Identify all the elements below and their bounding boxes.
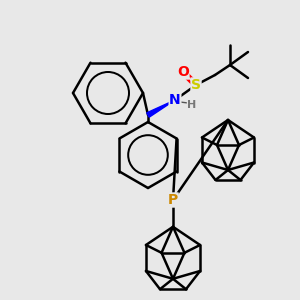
Text: P: P [168,193,178,207]
Text: H: H [188,100,196,110]
Text: S: S [191,78,201,92]
Text: N: N [169,93,181,107]
Polygon shape [147,100,175,117]
Text: O: O [177,65,189,79]
